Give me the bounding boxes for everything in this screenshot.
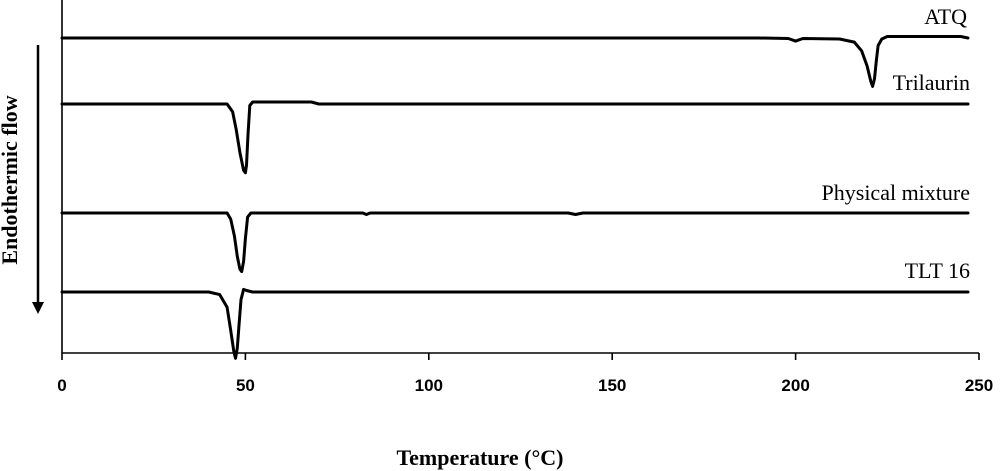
series-label-trilaurin: Trilaurin [893,70,970,95]
x-axis-title: Temperature (°C) [396,445,563,470]
series-group [60,35,970,360]
x-tick-label-150: 150 [598,376,626,395]
y-axis-title: Endothermic flow [0,95,22,264]
series-curve-trilaurin [60,100,970,175]
x-axis-ticks [61,353,980,360]
series-curve-tlt-16 [60,287,970,360]
series-curve-atq [60,35,970,88]
series-label-physical-mixture: Physical mixture [822,180,970,205]
series-label-atq: ATQ [924,4,967,29]
x-axis-tick-labels: 0 50 100 150 200 250 [57,376,993,395]
x-tick-label-50: 50 [236,376,255,395]
x-tick-label-200: 200 [781,376,809,395]
endothermic-arrow-head [32,302,44,314]
series-label-tlt-16: TLT 16 [905,258,970,283]
x-tick-label-250: 250 [965,376,993,395]
x-tick-label-100: 100 [415,376,443,395]
series-curve-physical-mixture [60,211,970,274]
x-tick-label-0: 0 [57,376,66,395]
